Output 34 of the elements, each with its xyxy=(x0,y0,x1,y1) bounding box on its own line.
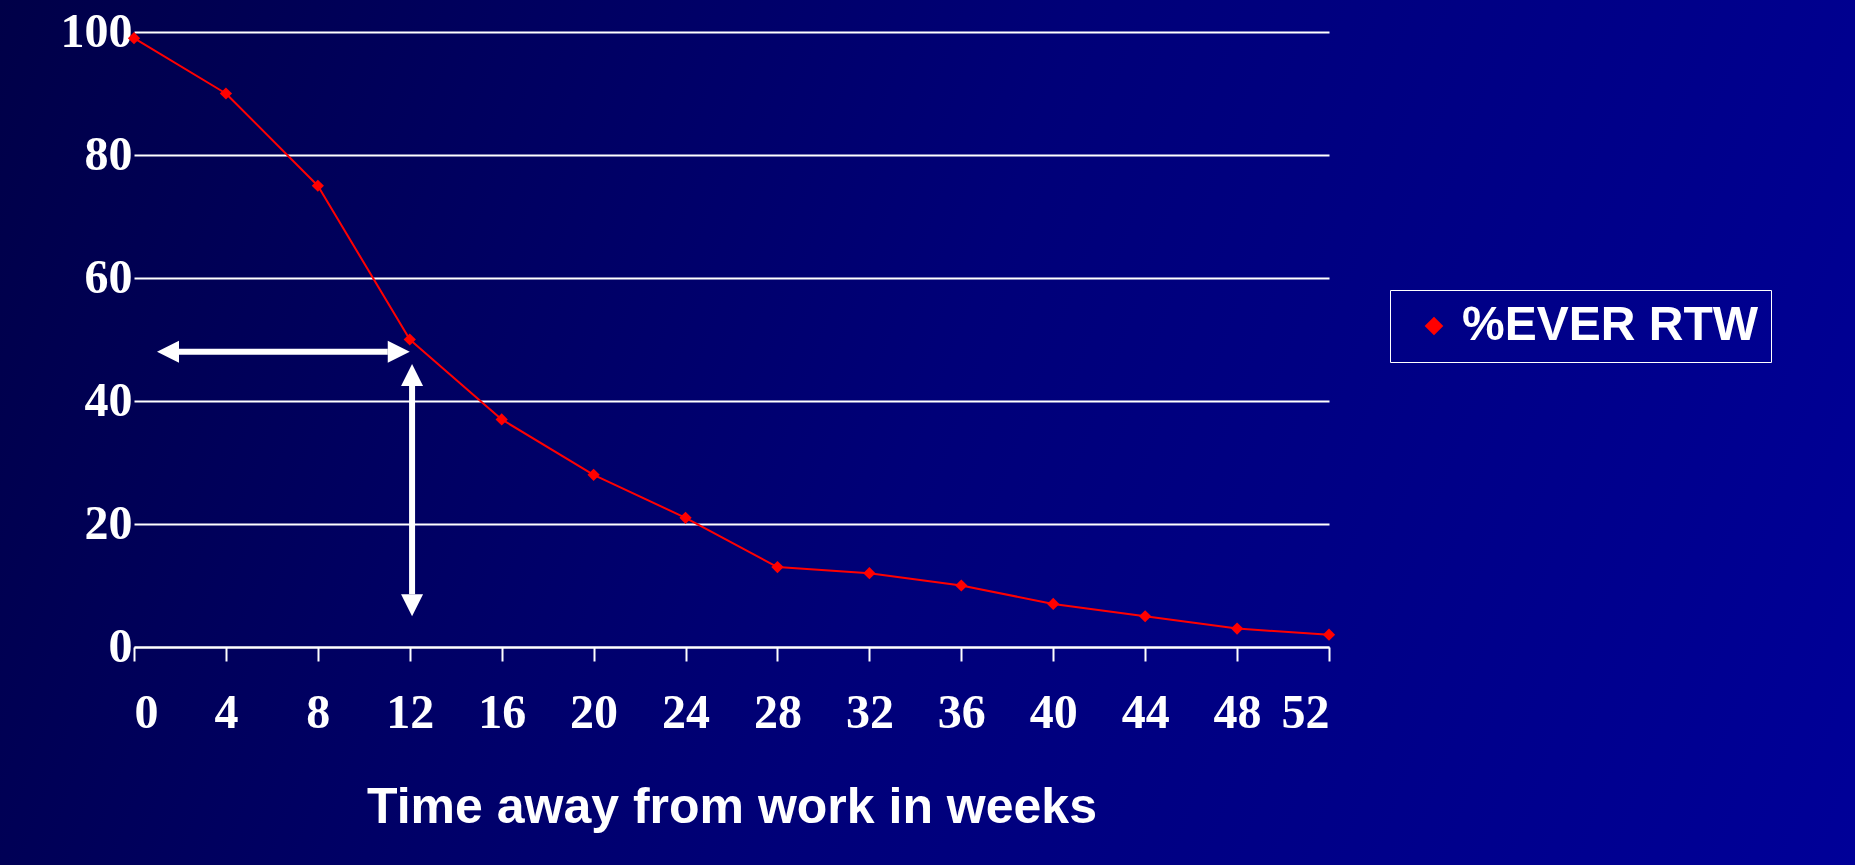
x-tick-label: 8 xyxy=(306,684,331,738)
point xyxy=(495,413,508,426)
point xyxy=(679,511,692,524)
point xyxy=(587,468,600,481)
x-tick-label: 48 xyxy=(1213,684,1262,738)
point xyxy=(1047,597,1060,611)
y-tick-label: 0 xyxy=(108,618,133,672)
point xyxy=(1139,610,1152,623)
y-tick-label: 100 xyxy=(60,3,133,57)
y-tick-label: 20 xyxy=(84,495,133,549)
point xyxy=(771,560,784,574)
x-tick-label: 36 xyxy=(937,684,986,738)
point xyxy=(863,567,876,580)
point xyxy=(219,87,233,100)
legend-label: %EVER RTW xyxy=(1462,297,1759,350)
x-tick-label: 24 xyxy=(662,684,711,738)
point xyxy=(955,579,968,592)
y-tick-label: 40 xyxy=(84,372,133,426)
x-tick-label: 16 xyxy=(478,684,527,738)
point xyxy=(403,333,416,346)
x-tick-label: 20 xyxy=(570,684,619,738)
y-tick-label: 80 xyxy=(84,126,133,180)
y-tick-label: 60 xyxy=(84,249,133,303)
x-tick-label: 40 xyxy=(1029,684,1078,738)
point xyxy=(311,179,324,192)
point xyxy=(1230,622,1244,635)
x-tick-label: 12 xyxy=(386,684,435,738)
x-tick-label: 4 xyxy=(214,684,239,738)
x-tick-label: 32 xyxy=(845,684,894,738)
x-tick-label: 44 xyxy=(1121,684,1170,738)
x-axis-title: Time away from work in weeks xyxy=(367,777,1097,834)
x-tick-label: 28 xyxy=(753,684,802,738)
point xyxy=(1322,628,1336,641)
x-tick-label: 52 xyxy=(1281,684,1330,738)
